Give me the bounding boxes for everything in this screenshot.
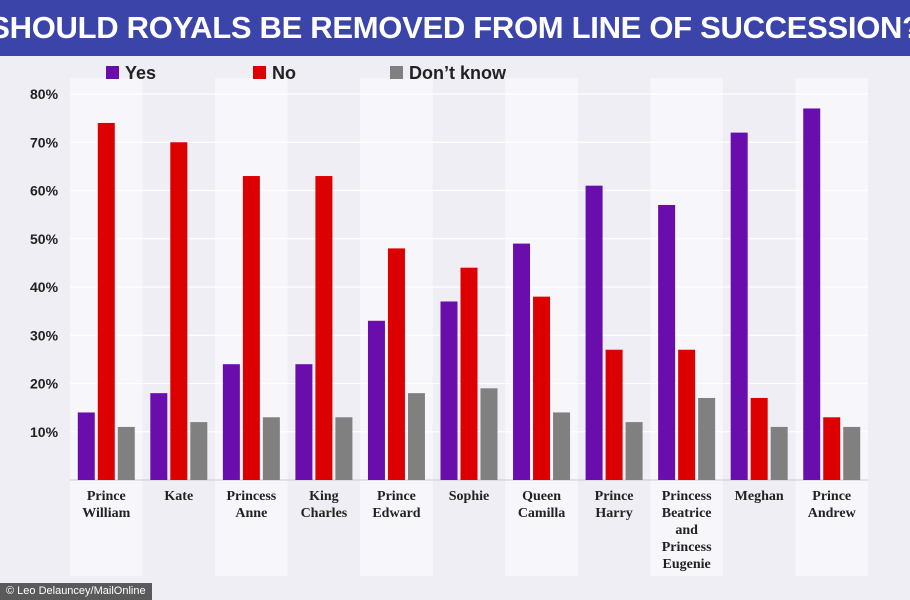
category-label: Meghan [735,489,784,504]
category-label: Prince [87,489,126,504]
category-label: Queen [522,489,561,504]
bar-don-t-know [553,412,571,480]
bar-don-t-know [698,397,716,480]
bar-don-t-know [480,388,498,480]
y-tick-label: 20% [30,376,59,392]
bar-no [533,296,551,480]
bar-no [315,176,333,480]
legend-swatch [253,66,266,79]
category-label: Beatrice [662,506,712,521]
bar-don-t-know [843,426,861,480]
category-label: and [675,523,698,538]
bar-don-t-know [407,393,425,480]
category-label: Princess [662,489,712,504]
bar-yes [440,301,458,480]
bar-yes [730,132,748,480]
category-label: Eugenie [663,557,711,572]
y-tick-label: 40% [30,279,59,295]
bar-chart: 10% 20% 30% 40% 50% 60% 70% 80% Prince William Kat… [30,63,868,576]
bar-yes [658,204,676,480]
category-label: Prince [812,489,851,504]
bar-no [605,349,623,480]
category-label: Princess [226,489,276,504]
category-label: William [82,506,130,521]
bar-yes [367,320,385,480]
y-tick-label: 70% [30,134,59,150]
bar-no [242,176,260,480]
category-label: Sophie [449,489,489,504]
bar-don-t-know [335,417,353,480]
y-tick-label: 30% [30,327,59,343]
category-label: Prince [595,489,634,504]
category-label: Prince [377,489,416,504]
bar-yes [295,364,313,480]
bar-no [823,417,841,480]
bar-no [387,248,405,480]
bar-don-t-know [262,417,280,480]
photo-credit: © Leo Delauncey/MailOnline [0,583,152,600]
category-label: Andrew [808,506,857,521]
bar-don-t-know [117,426,135,480]
bar-don-t-know [190,422,208,480]
legend-label: Yes [125,63,156,83]
bar-yes [222,364,240,480]
bar-no [678,349,696,480]
title-bar: SHOULD ROYALS BE REMOVED FROM LINE OF SU… [0,0,910,56]
legend-label: No [272,63,296,83]
bar-yes [77,412,95,480]
y-tick-label: 50% [30,231,59,247]
bar-no [460,267,478,480]
bar-yes [803,108,821,480]
bar-no [170,142,188,480]
bar-yes [585,185,603,481]
legend-label: Don’t know [409,63,507,83]
category-label: Anne [235,506,267,521]
bar-yes [150,393,168,480]
bar-no [97,122,115,480]
y-tick-label: 10% [30,424,59,440]
category-label: Edward [372,506,420,521]
category-label: Kate [164,489,193,504]
bar-no [750,397,768,480]
y-tick-label: 60% [30,183,59,199]
category-label: Charles [301,506,348,521]
legend-swatch [106,66,119,79]
legend-swatch [390,66,403,79]
category-label: Camilla [518,506,565,521]
chart-title: SHOULD ROYALS BE REMOVED FROM LINE OF SU… [0,10,910,45]
category-label: Princess [662,540,712,555]
bar-yes [513,243,531,480]
category-label: King [309,489,339,504]
y-tick-label: 80% [30,86,59,102]
bar-don-t-know [625,422,643,480]
category-label: Harry [595,506,632,521]
bar-don-t-know [770,426,788,480]
